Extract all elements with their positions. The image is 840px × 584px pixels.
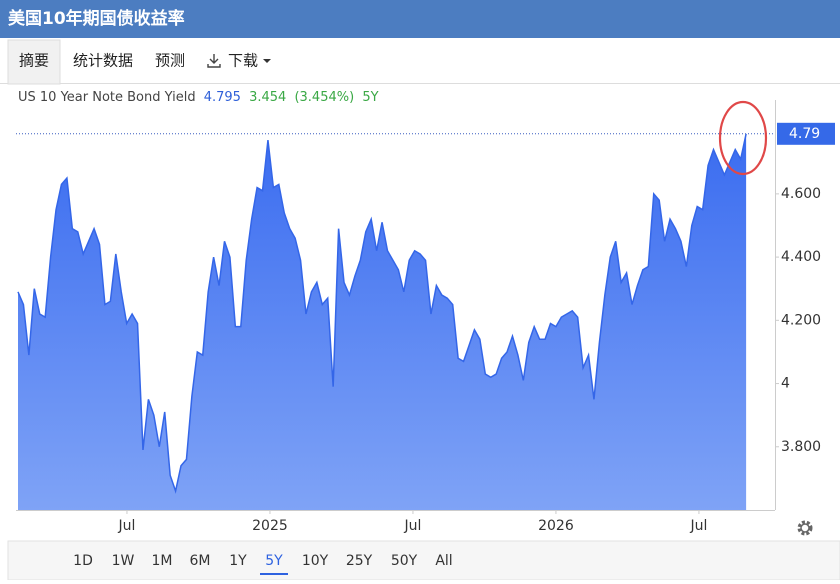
range-bar <box>7 540 840 581</box>
legend-change: 3.454 <box>249 90 286 105</box>
range-button[interactable]: 1Y <box>229 553 247 569</box>
range-button[interactable]: All <box>435 553 452 569</box>
settings-icon[interactable] <box>797 520 813 536</box>
tab[interactable]: 下载 <box>228 52 258 70</box>
last-value-tag <box>777 122 835 145</box>
range-button[interactable]: 1M <box>152 553 173 569</box>
y-tick-label: 3.800 <box>781 439 821 455</box>
header-bar <box>0 0 840 38</box>
legend-series-name: US 10 Year Note Bond Yield <box>18 90 196 105</box>
tab-bar <box>0 38 840 84</box>
y-tick-label: 4.600 <box>781 186 821 202</box>
x-tick-label: Jul <box>689 518 707 534</box>
range-button[interactable]: 1W <box>112 553 135 569</box>
tab-selected-bg <box>7 39 61 85</box>
tab[interactable]: 摘要 <box>19 52 49 70</box>
gear-body <box>800 523 810 533</box>
x-tick-label: Jul <box>403 518 421 534</box>
line <box>17 133 747 494</box>
y-tick-label: 4.400 <box>781 249 821 265</box>
highlight-circle <box>718 100 768 176</box>
range-button[interactable]: 10Y <box>302 553 329 569</box>
x-tick-label: Jul <box>118 518 136 534</box>
range-button[interactable]: 25Y <box>346 553 373 569</box>
dropdown-caret[interactable] <box>263 59 271 63</box>
y-tick-label: 4 <box>781 376 790 392</box>
area-fill <box>18 133 747 510</box>
download-icon <box>207 54 221 68</box>
x-tick-label: 2026 <box>538 518 574 534</box>
y-tick-label: 4.200 <box>781 312 821 328</box>
legend-last: 4.795 <box>204 90 241 105</box>
range-button[interactable]: 1D <box>73 553 93 569</box>
x-tick-label: 2025 <box>252 518 288 534</box>
header-title: 美国10年期国债收益率 <box>8 8 185 29</box>
last-value-label: 4.79 <box>789 126 820 142</box>
legend: US 10 Year Note Bond Yield 4.795 3.454 (… <box>18 90 379 105</box>
range-button[interactable]: 5Y <box>265 553 283 569</box>
legend-change-percent: (3.454%) <box>294 90 354 105</box>
gear-teeth <box>797 520 813 536</box>
tab[interactable]: 预测 <box>155 52 185 70</box>
tab[interactable]: 统计数据 <box>73 52 133 70</box>
range-button[interactable]: 6M <box>190 553 211 569</box>
legend-period: 5Y <box>362 90 378 105</box>
range-button[interactable]: 50Y <box>391 553 418 569</box>
